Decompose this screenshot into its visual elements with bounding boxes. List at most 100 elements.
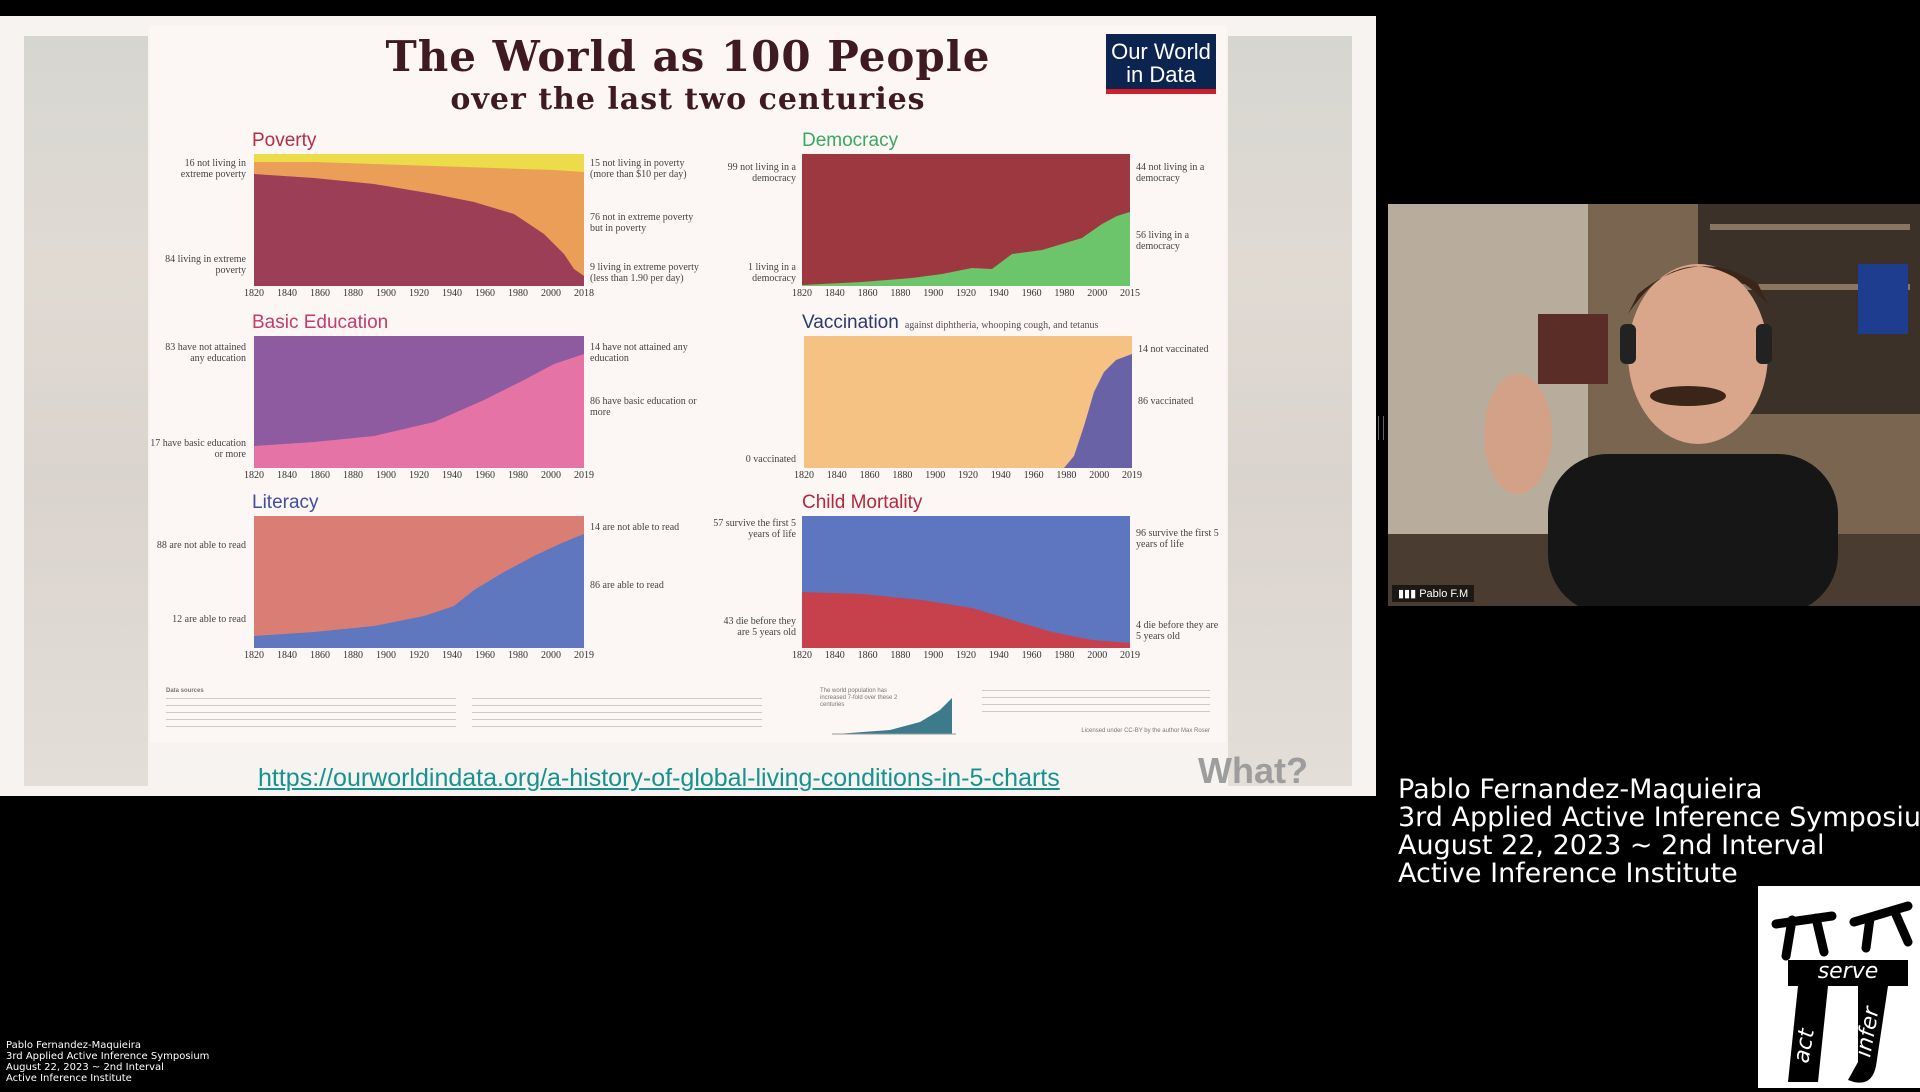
license-text: Licensed under CC-BY by the author Max R… <box>1081 728 1210 734</box>
axis-tick-label: 1920 <box>956 650 976 661</box>
vaccination-axis: 1820 1840 1860 1880 1900 1920 1940 1960 1980 2000… <box>794 470 1142 482</box>
mortality-axis: 1820 1840 1860 1880 1900 1920 1940 1960 1980 2000… <box>792 650 1140 662</box>
axis-tick-label: 1900 <box>923 288 944 299</box>
vaccination-right-2: 86 vaccinated <box>1138 396 1194 407</box>
axis-tick-label: 1820 <box>792 288 812 299</box>
axis-tick-label: 1840 <box>277 288 297 299</box>
axis-tick-label: 1820 <box>244 288 264 299</box>
axis-tick-label: 1940 <box>442 288 462 299</box>
democracy-left-top: 99 not living in a democracy <box>727 162 796 184</box>
axis-tick-label: 1920 <box>409 470 429 481</box>
axis-tick-label: 2019 <box>1122 470 1142 481</box>
sources-text-block-2 <box>472 698 762 732</box>
axis-tick-label: 1820 <box>244 470 264 481</box>
axis-tick-label: 2000 <box>1089 470 1110 481</box>
infographic: The World as 100 People over the last tw… <box>150 26 1226 742</box>
axis-tick-label: 1940 <box>442 470 462 481</box>
literacy-left-top: 88 are not able to read <box>156 540 246 551</box>
axis-tick-label: 1880 <box>343 470 363 481</box>
axis-tick-label: 1940 <box>988 650 1009 661</box>
presentation-slide: The World as 100 People over the last tw… <box>0 16 1376 796</box>
axis-tick-label: 1920 <box>956 288 976 299</box>
axis-tick-label: 1860 <box>859 470 880 481</box>
vaccination-left-bottom: 0 vaccinated <box>745 454 796 465</box>
education-basic-area <box>254 354 584 468</box>
axis-tick-label: 2015 <box>1120 288 1140 299</box>
democracy-right-2: 56 living in a democracy <box>1136 230 1190 252</box>
axis-tick-label: 1960 <box>475 650 495 661</box>
logo-leg-left <box>1788 986 1828 1082</box>
axis-tick-label: 1940 <box>990 470 1011 481</box>
axis-tick-label: 1960 <box>475 288 495 299</box>
axis-tick-label: 1880 <box>892 470 913 481</box>
logo-graphic: serve act infer <box>1771 901 1913 1083</box>
visualization-note-block <box>982 690 1210 718</box>
democracy-axis: 1820 1840 1860 1880 1900 1920 1940 1960 1980 2000… <box>792 288 1140 300</box>
axis-tick-label: 1920 <box>958 470 978 481</box>
axis-tick-label: 1960 <box>1023 470 1044 481</box>
participant-name: Pablo F.M <box>1419 588 1469 600</box>
mortality-right-2: 4 die before they are 5 years old <box>1136 620 1219 642</box>
axis-tick-label: 1960 <box>1021 650 1042 661</box>
axis-tick-label: 1820 <box>792 650 812 661</box>
poverty-right-3: 9 living in extreme poverty (less than 1… <box>590 262 699 284</box>
person-face <box>1628 264 1768 444</box>
axis-tick-label: 1980 <box>508 288 528 299</box>
population-mini-chart <box>832 698 956 735</box>
poverty-extreme-area <box>254 174 584 286</box>
axis-tick-label: 2019 <box>574 650 594 661</box>
democracy-chart <box>802 154 1130 286</box>
what-stamp: What? <box>1198 750 1308 791</box>
population-area <box>836 698 952 734</box>
speaker-name-small: Pablo Fernandez-Maquieira <box>6 1040 141 1051</box>
axis-tick-label: 2000 <box>1087 650 1108 661</box>
active-inference-logo: serve act infer <box>1758 886 1920 1088</box>
poverty-right-1: 15 not living in poverty (more than $10 … <box>590 158 687 180</box>
axis-tick-label: 1960 <box>1021 288 1042 299</box>
education-axis: 1820 1840 1860 1880 1900 1920 1940 1960 1980 2000… <box>244 470 594 482</box>
poverty-chart <box>254 154 584 286</box>
vaccination-chart <box>804 336 1132 468</box>
poverty-left-bottom: 84 living in extreme poverty <box>165 254 246 276</box>
literacy-right-2: 86 are able to read <box>590 580 664 591</box>
participant-name-tag: ▮▮▮ Pablo F.M <box>1392 585 1475 602</box>
axis-tick-label: 2019 <box>574 470 594 481</box>
speaker-name: Pablo Fernandez-Maquieira <box>1398 774 1763 805</box>
axis-tick-label: 1900 <box>376 288 396 299</box>
democracy-yes-area <box>802 212 1130 286</box>
vaccination-subtitle: against diphtheria, whooping cough, and … <box>904 320 1099 331</box>
axis-tick-label: 1900 <box>376 470 396 481</box>
axis-tick-label: 2000 <box>1087 288 1108 299</box>
axis-tick-label: 1860 <box>310 288 330 299</box>
sources-heading: Data sources <box>166 688 204 694</box>
education-chart <box>254 336 584 468</box>
event-date: August 22, 2023 ~ 2nd Interval <box>1398 830 1825 861</box>
education-left-bottom: 17 have basic education or more <box>150 438 246 460</box>
axis-tick-label: 1880 <box>343 650 363 661</box>
shelf-board-2 <box>1710 284 1910 290</box>
blue-box <box>1858 264 1908 334</box>
logo-pi-left <box>1771 911 1837 961</box>
axis-tick-label: 1940 <box>442 650 462 661</box>
source-url-link[interactable]: https://ourworldindata.org/a-history-of-… <box>258 764 1060 792</box>
axis-tick-label: 1900 <box>925 470 946 481</box>
event-date-small: August 22, 2023 ~ 2nd Interval <box>6 1062 164 1073</box>
literacy-right-1: 14 are not able to read <box>590 522 680 533</box>
vaccination-yes-area <box>804 354 1132 468</box>
axis-tick-label: 1880 <box>343 288 363 299</box>
poverty-axis: 1820 1840 1860 1880 1900 1920 1940 1960 1980 2000… <box>244 288 594 300</box>
vaccination-title-text: Vaccination <box>802 312 899 333</box>
democracy-right-1: 44 not living in a democracy <box>1136 162 1205 184</box>
speaker-info: Pablo Fernandez-Maquieira 3rd Applied Ac… <box>1398 776 1920 888</box>
headphones-right <box>1756 324 1772 364</box>
owid-logo-line2: in Data <box>1126 62 1196 87</box>
literacy-title: Literacy <box>252 492 319 513</box>
owid-logo: Our World in Data <box>1106 34 1216 94</box>
webcam-scene <box>1388 204 1920 606</box>
education-right-2: 86 have basic education or more <box>590 396 697 418</box>
split-resize-handle[interactable] <box>1378 416 1384 440</box>
signal-icon: ▮▮▮ <box>1398 588 1420 600</box>
axis-tick-label: 2000 <box>541 288 561 299</box>
literacy-yes-area <box>254 534 584 648</box>
axis-tick-label: 1880 <box>890 650 911 661</box>
